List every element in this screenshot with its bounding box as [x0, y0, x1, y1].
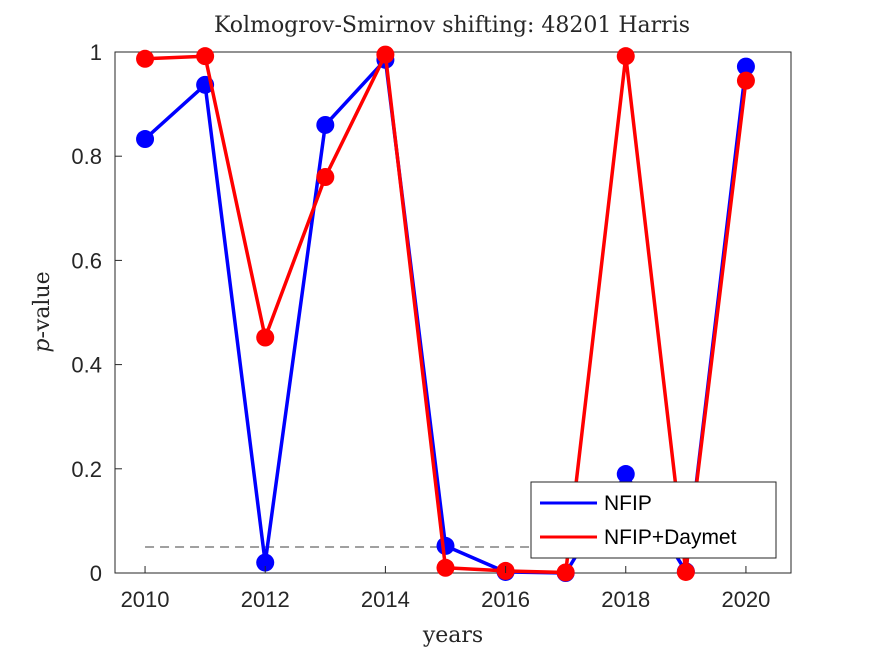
data-point [616, 465, 635, 484]
y-tick-label: 0 [90, 561, 102, 586]
y-tick-label: 0.6 [71, 248, 102, 273]
data-point [436, 536, 455, 555]
y-axis-label: p-value [30, 271, 55, 352]
data-point [436, 558, 455, 577]
axis-ticks: 2010 2012 2014 2016 2018 2020 0 0.2 0.4 0.6 0.8 1 [71, 40, 770, 612]
x-axis-label: years [422, 623, 483, 648]
data-point [256, 553, 275, 572]
y-tick-label: 0.2 [71, 457, 102, 482]
series-layer [136, 45, 755, 582]
y-tick-label: 0.8 [71, 144, 102, 169]
x-tick-label: 2020 [721, 587, 770, 612]
x-tick-label: 2018 [601, 587, 650, 612]
series-nfip-daymet [136, 45, 755, 582]
data-point [256, 328, 275, 347]
data-point [316, 168, 335, 187]
y-axis-label-italic: p [30, 339, 55, 353]
data-point [136, 49, 155, 68]
data-point [616, 47, 635, 66]
x-tick-label: 2016 [481, 587, 530, 612]
x-tick-label: 2010 [121, 587, 170, 612]
data-point [736, 57, 755, 76]
legend-box [530, 481, 777, 559]
data-point [556, 563, 575, 582]
data-point [316, 115, 335, 134]
data-point [376, 45, 395, 64]
plot-area [114, 51, 792, 574]
x-tick-label: 2014 [361, 587, 410, 612]
chart-title: Kolmogrov-Smirnov shifting: 48201 Harris [214, 13, 690, 38]
y-axis-label-rest: -value [30, 271, 55, 338]
data-point [736, 71, 755, 90]
legend-label-nfip: NFIP [604, 492, 652, 515]
legend: NFIP NFIP+Daymet [530, 481, 777, 559]
data-point [196, 47, 215, 66]
data-point [676, 562, 695, 581]
legend-label-nfip-daymet: NFIP+Daymet [604, 526, 737, 549]
x-tick-label: 2012 [241, 587, 290, 612]
y-tick-label: 1 [90, 40, 102, 65]
data-point [136, 130, 155, 149]
y-tick-label: 0.4 [71, 353, 102, 378]
